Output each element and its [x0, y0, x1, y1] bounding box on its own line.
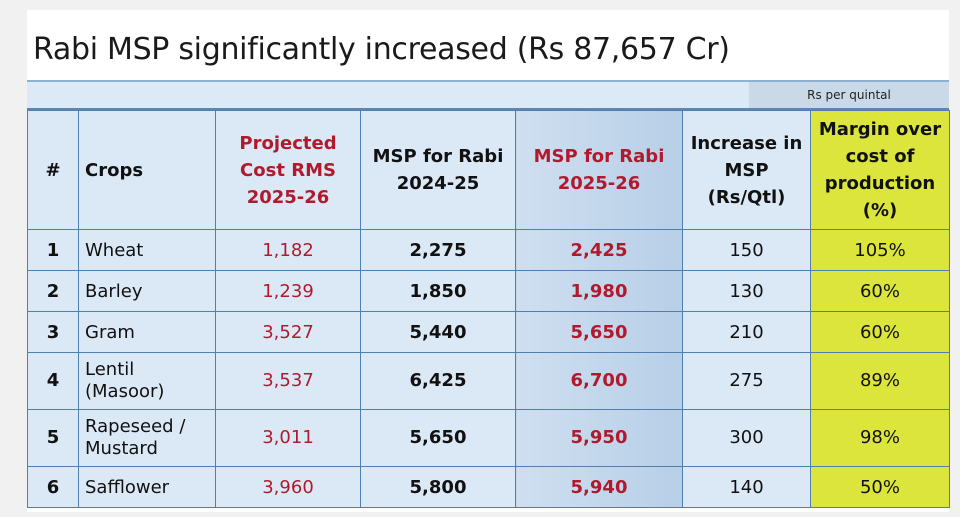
unit-band: Rs per quintal [27, 80, 949, 110]
margin-percent: 89% [810, 352, 950, 410]
col-margin: Margin over cost of production (%) [810, 110, 950, 230]
margin-percent: 105% [810, 229, 950, 271]
msp-2025: 6,700 [515, 352, 683, 410]
crop-name: Wheat [78, 229, 216, 271]
msp-increase: 150 [682, 229, 811, 271]
col-number: # [27, 110, 79, 230]
msp-2025: 5,950 [515, 409, 683, 467]
table-row: 5 Rapeseed / Mustard 3,011 5,650 5,950 300 98% [27, 409, 950, 467]
msp-2025: 2,425 [515, 229, 683, 271]
msp-2024: 6,425 [360, 352, 516, 410]
margin-percent: 98% [810, 409, 950, 467]
projected-cost: 3,527 [215, 311, 361, 353]
crop-name: Gram [78, 311, 216, 353]
row-number: 1 [27, 229, 79, 271]
table-row: 4 Lentil (Masoor) 3,537 6,425 6,700 275 89% [27, 352, 950, 410]
row-number: 3 [27, 311, 79, 353]
msp-table: # Crops Projected Cost RMS 2025-26 MSP f… [27, 110, 950, 508]
header-row: # Crops Projected Cost RMS 2025-26 MSP f… [27, 110, 950, 230]
msp-2024: 2,275 [360, 229, 516, 271]
msp-increase: 300 [682, 409, 811, 467]
msp-2024: 5,800 [360, 466, 516, 508]
table-row: 2 Barley 1,239 1,850 1,980 130 60% [27, 270, 950, 312]
msp-2024: 5,440 [360, 311, 516, 353]
projected-cost: 1,239 [215, 270, 361, 312]
projected-cost: 3,011 [215, 409, 361, 467]
table-row: 6 Safflower 3,960 5,800 5,940 140 50% [27, 466, 950, 508]
crop-name: Rapeseed / Mustard [78, 409, 216, 467]
table-row: 1 Wheat 1,182 2,275 2,425 150 105% [27, 229, 950, 271]
col-increase: Increase in MSP (Rs/Qtl) [682, 110, 811, 230]
crop-name: Lentil (Masoor) [78, 352, 216, 410]
projected-cost: 3,960 [215, 466, 361, 508]
msp-2025: 1,980 [515, 270, 683, 312]
msp-2025: 5,650 [515, 311, 683, 353]
msp-increase: 210 [682, 311, 811, 353]
margin-percent: 60% [810, 311, 950, 353]
unit-note: Rs per quintal [749, 82, 949, 108]
col-crops: Crops [78, 110, 216, 230]
col-msp-2025: MSP for Rabi 2025-26 [515, 110, 683, 230]
slide: Rabi MSP significantly increased (Rs 87,… [27, 10, 950, 512]
msp-increase: 275 [682, 352, 811, 410]
projected-cost: 1,182 [215, 229, 361, 271]
msp-increase: 130 [682, 270, 811, 312]
crop-name: Barley [78, 270, 216, 312]
row-number: 5 [27, 409, 79, 467]
row-number: 4 [27, 352, 79, 410]
row-number: 2 [27, 270, 79, 312]
msp-increase: 140 [682, 466, 811, 508]
col-msp-2024: MSP for Rabi 2024-25 [360, 110, 516, 230]
margin-percent: 50% [810, 466, 950, 508]
projected-cost: 3,537 [215, 352, 361, 410]
msp-2024: 5,650 [360, 409, 516, 467]
margin-percent: 60% [810, 270, 950, 312]
row-number: 6 [27, 466, 79, 508]
table-row: 3 Gram 3,527 5,440 5,650 210 60% [27, 311, 950, 353]
crop-name: Safflower [78, 466, 216, 508]
msp-2025: 5,940 [515, 466, 683, 508]
msp-2024: 1,850 [360, 270, 516, 312]
col-projected-cost: Projected Cost RMS 2025-26 [215, 110, 361, 230]
slide-title: Rabi MSP significantly increased (Rs 87,… [33, 32, 730, 67]
